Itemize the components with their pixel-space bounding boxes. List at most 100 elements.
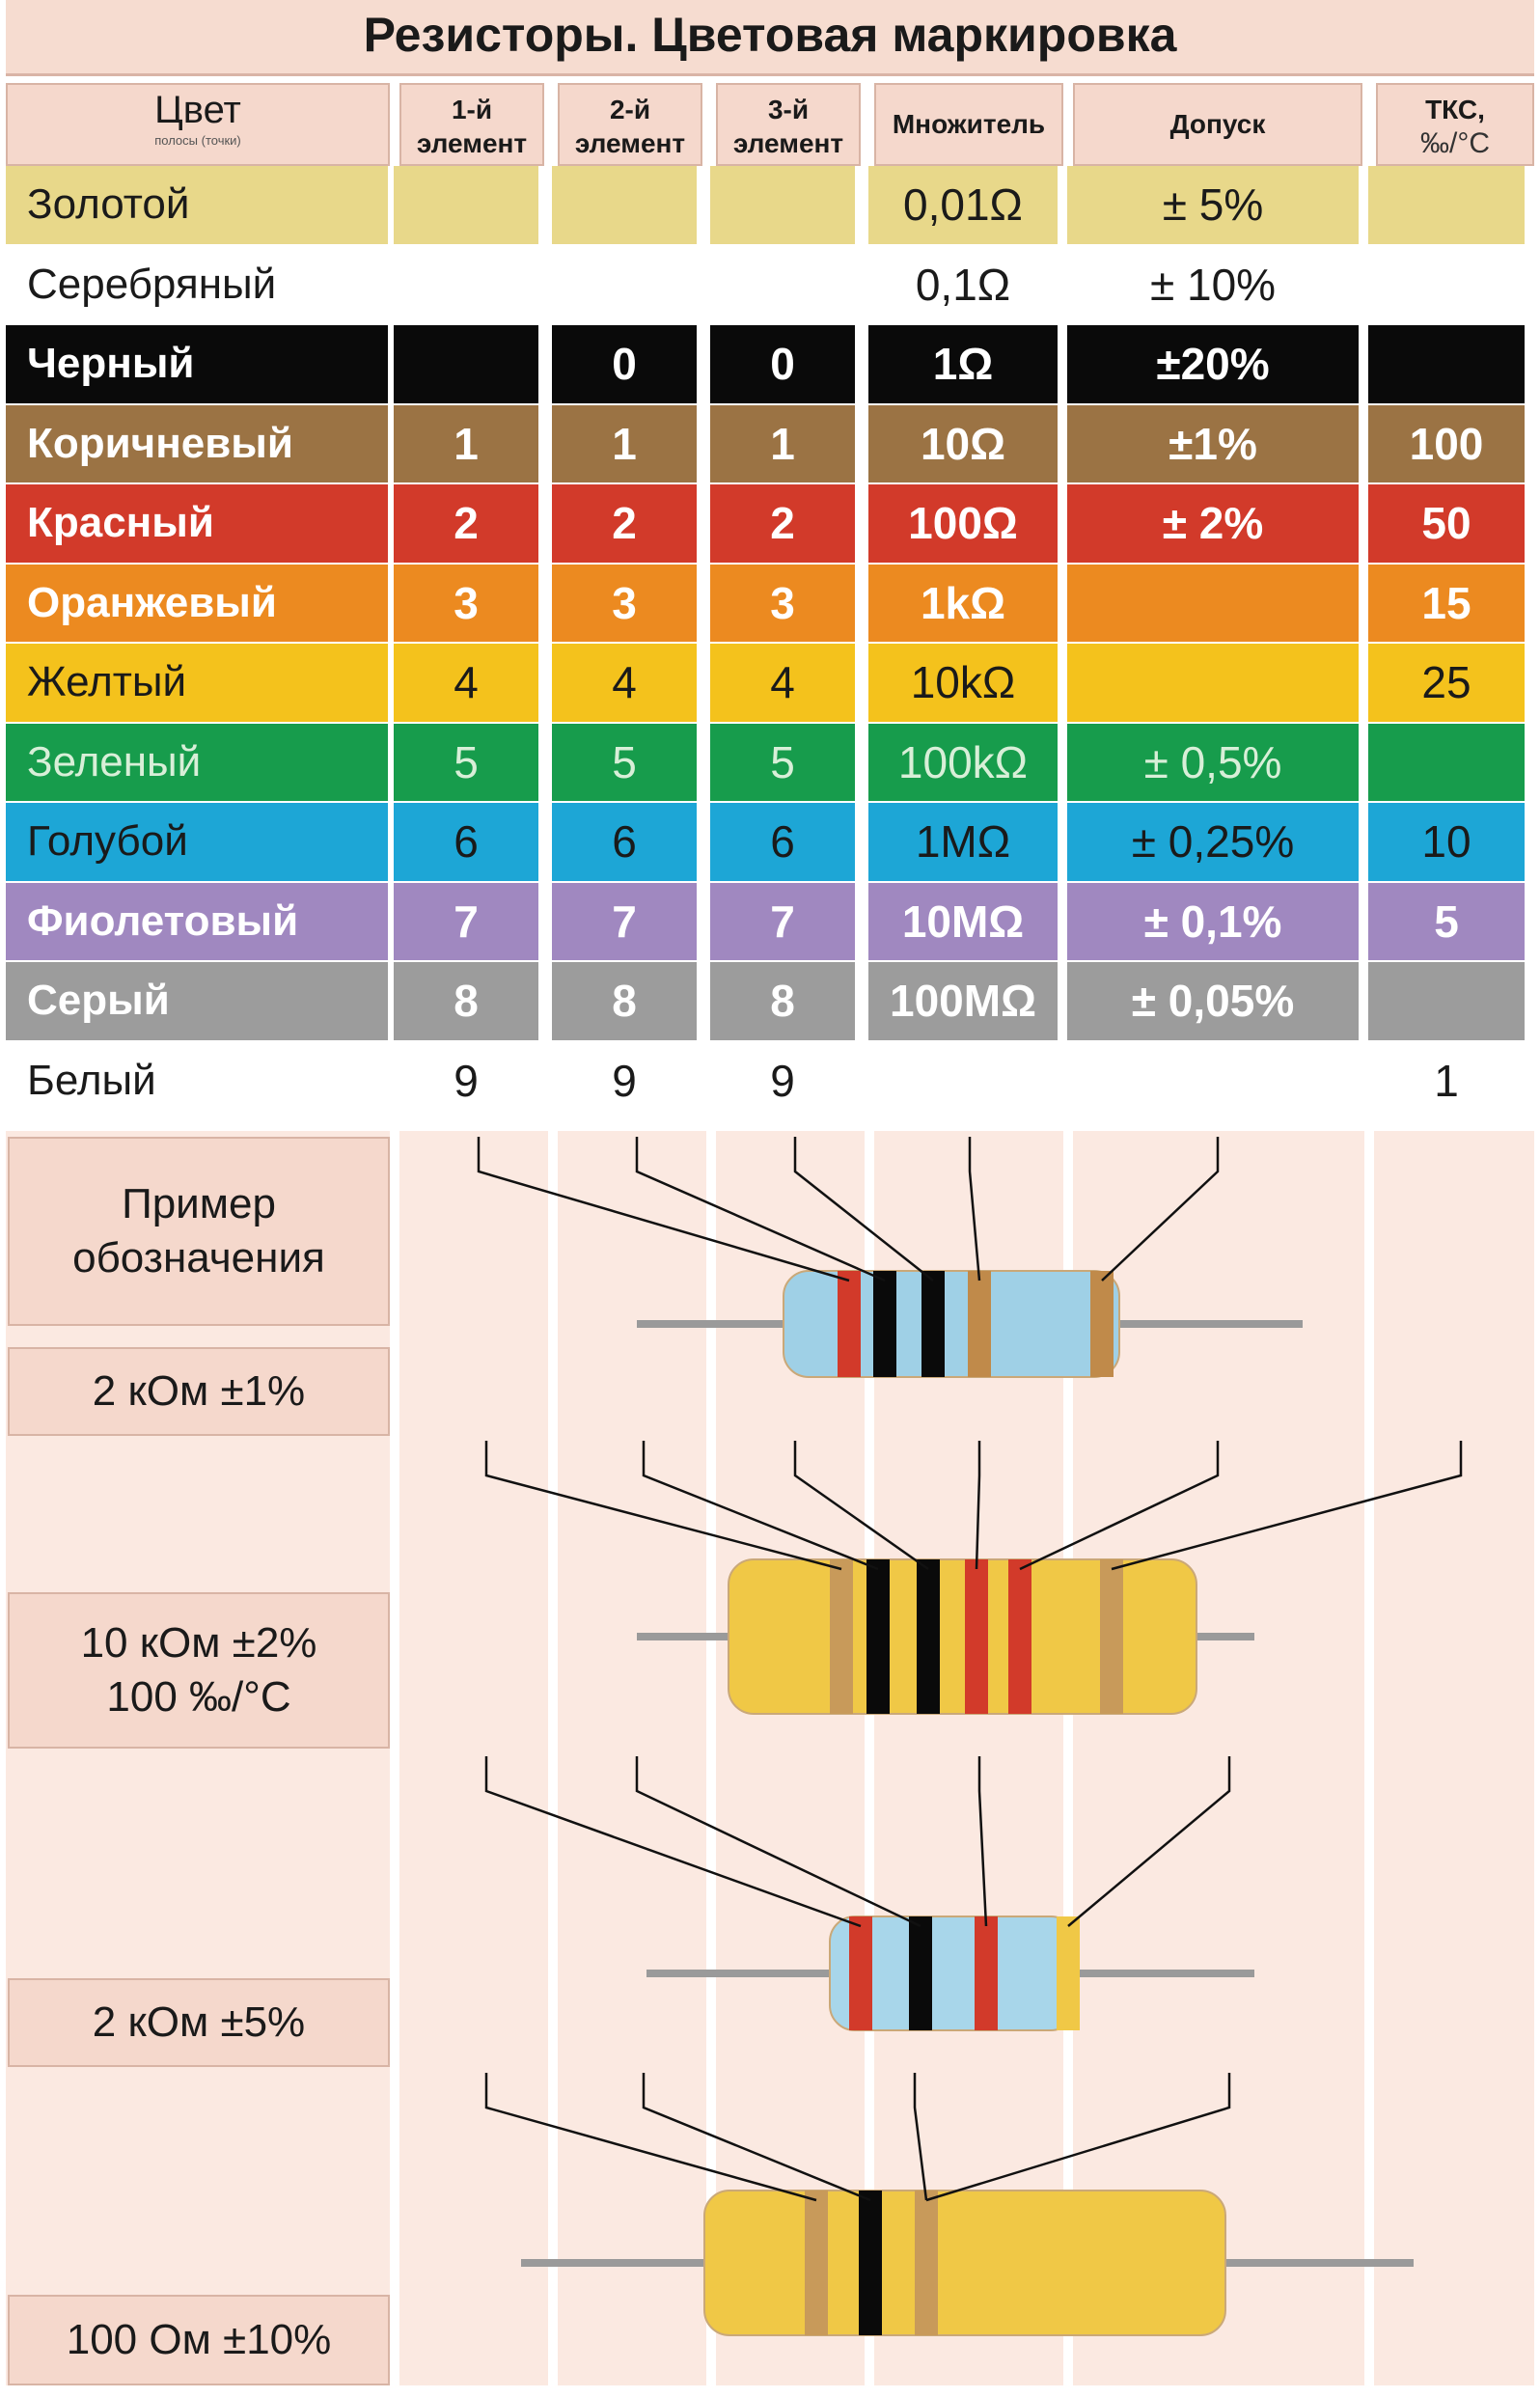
cell-tks: 25	[1368, 644, 1525, 722]
cell-tks	[1368, 245, 1525, 323]
header-multiplier-label: Множитель	[892, 109, 1046, 139]
cell-tol: ± 0,1%	[1067, 882, 1359, 960]
table-row: Желтый 4 4 4 10kΩ 25	[6, 644, 1534, 722]
cell-d3: 3	[710, 564, 855, 642]
header-color: Цвет полосы (точки)	[6, 83, 390, 166]
cell-mult: 100Ω	[868, 484, 1058, 563]
cell-tks: 50	[1368, 484, 1525, 563]
example-2-text: 10 кОм ±2%	[80, 1619, 317, 1667]
cell-tol	[1067, 644, 1359, 722]
example-label-3: 2 кОм ±5%	[8, 1978, 390, 2067]
cell-tol: ± 0,05%	[1067, 962, 1359, 1040]
header-tks: ТКС, ‰/°С	[1376, 83, 1534, 166]
color-name: Фиолетовый	[6, 882, 388, 960]
cell-tks	[1368, 962, 1525, 1040]
resistor-band	[1008, 1559, 1031, 1714]
resistor-band	[975, 1916, 998, 2030]
table-row: Золотой 0,01Ω ± 5%	[6, 166, 1534, 244]
cell-tol: ± 10%	[1067, 245, 1359, 323]
pointer-line	[635, 1756, 921, 1928]
header-element-2: 2-й элемент	[558, 83, 702, 166]
cell-d2	[552, 166, 697, 244]
color-name: Голубой	[6, 803, 388, 881]
header-multiplier: Множитель	[874, 83, 1063, 166]
example-heading-line-2: обозначения	[72, 1234, 325, 1282]
cell-d2: 5	[552, 723, 697, 801]
resistor-band	[873, 1271, 896, 1377]
table-row: Красный 2 2 2 100Ω ± 2% 50	[6, 484, 1534, 563]
resistor-band	[805, 2191, 828, 2335]
header-element-1-a: 1-й	[451, 95, 493, 124]
cell-tol	[1067, 564, 1359, 642]
cell-tks: 5	[1368, 882, 1525, 960]
cell-mult: 10kΩ	[868, 644, 1058, 722]
cell-d1: 5	[394, 723, 538, 801]
cell-mult	[868, 1041, 1058, 1119]
table-row: Коричневый 1 1 1 10Ω ±1% 100	[6, 404, 1534, 482]
pointer-line	[642, 2073, 871, 2202]
cell-d3: 1	[710, 404, 855, 482]
color-name: Белый	[6, 1041, 388, 1119]
cell-mult: 10MΩ	[868, 882, 1058, 960]
cell-tol: ±1%	[1067, 404, 1359, 482]
examples-background	[6, 1131, 1534, 2385]
pointer-line	[484, 2073, 817, 2202]
column-divider	[1063, 1131, 1073, 2385]
cell-tks: 100	[1368, 404, 1525, 482]
example-1-text: 2 кОм ±1%	[92, 1367, 306, 1415]
table-row: Фиолетовый 7 7 7 10MΩ ± 0,1% 5	[6, 882, 1534, 960]
table-row: Оранжевый 3 3 3 1kΩ 15	[6, 564, 1534, 642]
cell-d2: 7	[552, 882, 697, 960]
header-tks-b: ‰/°С	[1420, 127, 1490, 159]
example-label-4: 100 Ом ±10%	[8, 2295, 390, 2385]
header-color-sublabel: полосы (точки)	[154, 133, 241, 148]
cell-mult: 1MΩ	[868, 803, 1058, 881]
pointer-line	[484, 1756, 862, 1928]
pointer-line	[925, 2073, 1231, 2202]
page-title: Резисторы. Цветовая маркировка	[6, 0, 1534, 76]
example-4-text: 100 Ом ±10%	[66, 2316, 332, 2363]
pointer-line	[642, 1441, 879, 1571]
color-name: Серый	[6, 962, 388, 1040]
cell-d3: 4	[710, 644, 855, 722]
resistor-body	[703, 2190, 1226, 2336]
example-3-text: 2 кОм ±5%	[92, 1998, 306, 2046]
table-row: Зеленый 5 5 5 100kΩ ± 0,5%	[6, 723, 1534, 801]
color-name: Черный	[6, 325, 388, 403]
pointer-line	[793, 1441, 929, 1571]
header-element-2-a: 2-й	[609, 95, 651, 124]
cell-d2: 1	[552, 404, 697, 482]
cell-d2: 0	[552, 325, 697, 403]
cell-d3: 2	[710, 484, 855, 563]
header-color-label: Цвет	[154, 89, 241, 131]
pointer-line	[477, 1137, 850, 1282]
cell-tks: 15	[1368, 564, 1525, 642]
cell-tol: ± 5%	[1067, 166, 1359, 244]
resistor-band	[838, 1271, 861, 1377]
resistor-band	[1090, 1271, 1114, 1377]
cell-tks	[1368, 166, 1525, 244]
table-row: Серый 8 8 8 100MΩ ± 0,05%	[6, 962, 1534, 1040]
resistor-band	[1100, 1559, 1123, 1714]
cell-d2: 3	[552, 564, 697, 642]
cell-tol: ± 0,25%	[1067, 803, 1359, 881]
cell-d3: 5	[710, 723, 855, 801]
cell-d1: 6	[394, 803, 538, 881]
example-label-1: 2 кОм ±1%	[8, 1347, 390, 1436]
cell-d3: 0	[710, 325, 855, 403]
table-row: Голубой 6 6 6 1MΩ ± 0,25% 10	[6, 803, 1534, 881]
cell-mult: 100MΩ	[868, 962, 1058, 1040]
example-heading-line-1: Пример	[122, 1180, 276, 1227]
color-name: Желтый	[6, 644, 388, 722]
cell-tks	[1368, 723, 1525, 801]
resistor-band	[1057, 1916, 1080, 2030]
cell-d3	[710, 245, 855, 323]
column-divider	[390, 1131, 399, 2385]
cell-tol: ±20%	[1067, 325, 1359, 403]
cell-d1: 7	[394, 882, 538, 960]
cell-d2: 9	[552, 1041, 697, 1119]
resistor-body	[728, 1558, 1197, 1715]
color-name: Оранжевый	[6, 564, 388, 642]
example-2-text-b: 100 ‰/°С	[106, 1673, 291, 1721]
